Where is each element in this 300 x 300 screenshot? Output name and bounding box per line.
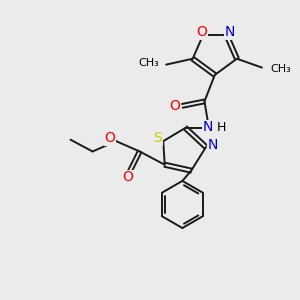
Text: N: N xyxy=(225,25,235,39)
Text: H: H xyxy=(217,121,226,134)
Text: O: O xyxy=(122,170,134,184)
Text: O: O xyxy=(104,131,115,145)
Text: O: O xyxy=(169,99,181,113)
Text: CH₃: CH₃ xyxy=(138,58,159,68)
Text: N: N xyxy=(202,120,213,134)
Text: N: N xyxy=(207,138,218,152)
Text: CH₃: CH₃ xyxy=(271,64,292,74)
Text: S: S xyxy=(154,131,162,145)
Text: O: O xyxy=(196,25,207,39)
